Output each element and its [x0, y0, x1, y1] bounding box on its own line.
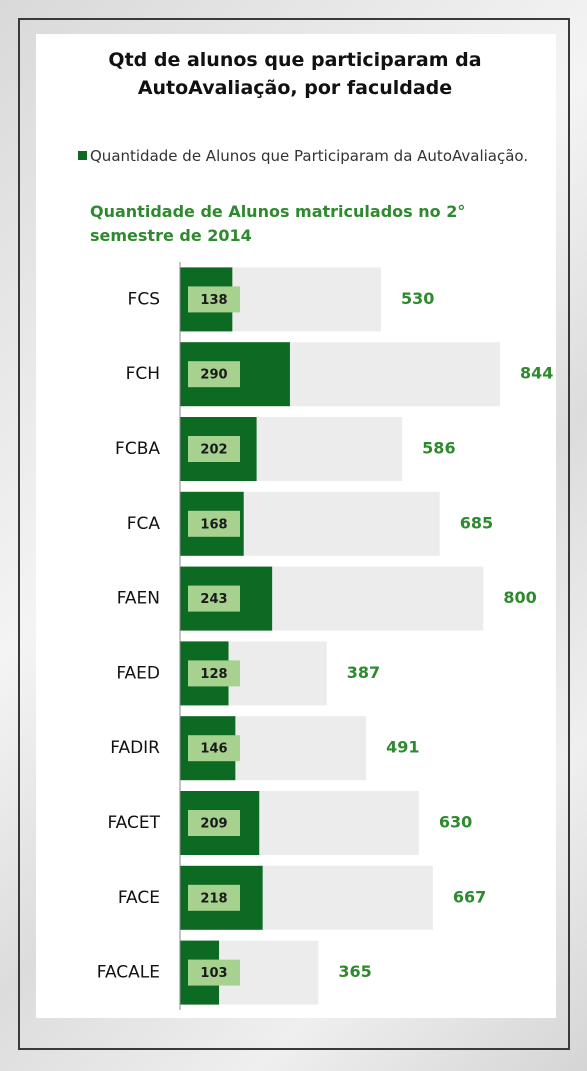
- value-label: 146: [200, 742, 227, 757]
- legend-entry: Quantidade de Alunos matriculados no 2° …: [90, 200, 510, 248]
- value-label: 128: [200, 667, 227, 682]
- value-label: 685: [460, 513, 493, 532]
- value-label: 844: [520, 364, 553, 383]
- value-label-box: [188, 585, 240, 612]
- value-label-box: [188, 510, 240, 537]
- y-tick-label: FCH: [126, 364, 160, 384]
- legend-swatch: [78, 151, 87, 160]
- value-label-box: [188, 436, 240, 462]
- value-label: 243: [200, 592, 227, 607]
- y-tick-label: FCBA: [115, 439, 160, 459]
- value-label: 387: [347, 663, 380, 682]
- value-label: 138: [200, 293, 227, 308]
- y-tick-label: FCA: [127, 514, 161, 534]
- value-label: 168: [200, 517, 227, 532]
- value-label: 365: [338, 962, 371, 981]
- value-label: 202: [200, 443, 227, 458]
- chart-title: Qtd de alunos que participaram da AutoAv…: [108, 49, 482, 99]
- value-label-box: [188, 884, 240, 911]
- value-label: 800: [503, 588, 536, 607]
- frame: [18, 18, 570, 1050]
- value-label: 491: [386, 738, 419, 757]
- value-label-box: [188, 286, 240, 313]
- y-tick-label: FAED: [116, 663, 160, 683]
- y-tick-label: FACET: [107, 813, 160, 833]
- legend-label: Quantidade de Alunos que Participaram da…: [90, 147, 529, 165]
- y-tick-label: FAEN: [117, 589, 160, 609]
- y-tick-label: FCS: [128, 289, 160, 309]
- y-tick-label: FADIR: [110, 738, 160, 758]
- value-label-box: [188, 810, 240, 836]
- value-label-box: [188, 660, 240, 687]
- value-label: 586: [422, 439, 455, 458]
- y-tick-label: FACE: [118, 888, 160, 908]
- legend-entry: Quantidade de Alunos que Participaram da…: [78, 146, 530, 166]
- value-label: 209: [200, 817, 227, 832]
- value-label: 667: [453, 887, 486, 906]
- value-label-box: [188, 735, 240, 762]
- value-label: 218: [200, 891, 227, 906]
- value-label: 103: [200, 966, 227, 981]
- value-label: 530: [401, 289, 434, 308]
- value-label: 630: [439, 813, 472, 832]
- legend-label: Quantidade de Alunos matriculados no 2° …: [90, 202, 466, 245]
- y-tick-label: FACALE: [97, 963, 160, 983]
- value-label: 290: [200, 368, 227, 383]
- value-label-box: [188, 959, 240, 986]
- value-label-box: [188, 361, 240, 388]
